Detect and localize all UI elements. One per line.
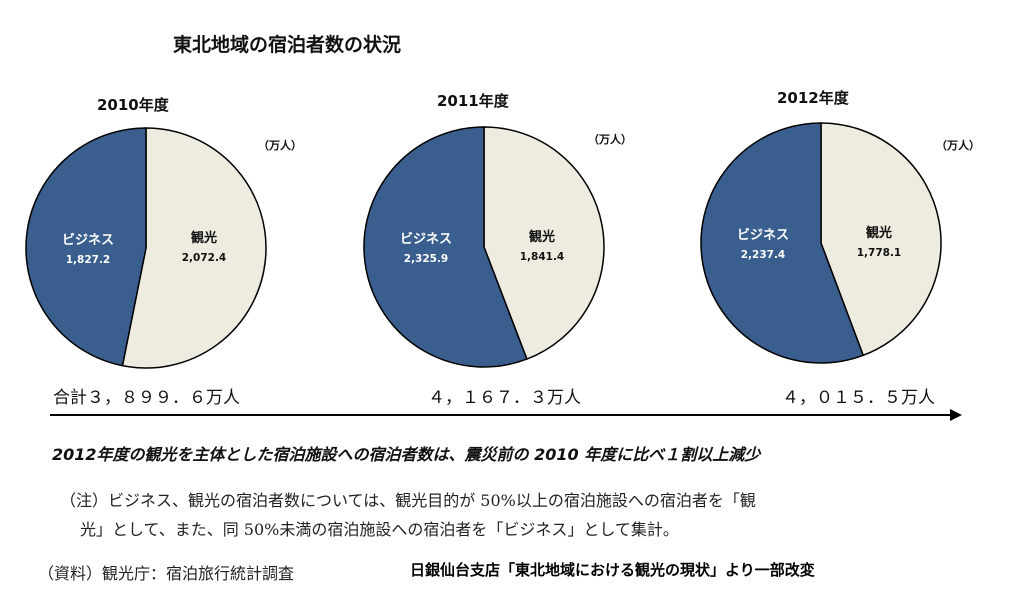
slice-value-tourism: 2,072.4 xyxy=(182,252,227,264)
slice-value-tourism: 1,841.4 xyxy=(520,251,565,263)
main-title: 東北地域の宿泊者数の状況 xyxy=(173,34,402,56)
slice-value-business: 2,325.9 xyxy=(404,253,449,265)
year-label-2010: 2010年度 xyxy=(97,96,169,114)
year-label-2012: 2012年度 xyxy=(777,89,849,107)
pie-slice-tourism xyxy=(483,126,605,361)
unit-label-2010: （万人） xyxy=(258,139,302,152)
unit-label-2012: （万人） xyxy=(936,139,980,152)
pie-slice-tourism xyxy=(121,127,267,369)
source-text: （資料）観光庁：宿泊旅行統計調査 xyxy=(38,564,295,583)
total-2010: 合計３，８９９．６万人 xyxy=(53,388,240,408)
note-text: （注）ビジネス、観光の宿泊者数については、観光目的が 50%以上の宿泊施設への宿… xyxy=(60,486,756,544)
pie-2011: ビジネス 2,325.9 観光 1,841.4 xyxy=(363,126,605,368)
pie-2010: ビジネス 1,827.2 観光 2,072.4 xyxy=(25,127,267,369)
slice-label-tourism: 観光 xyxy=(865,225,892,241)
slice-value-tourism: 1,778.1 xyxy=(857,247,902,259)
pie-slice-business xyxy=(700,122,865,364)
total-2011: ４，１６７．３万人 xyxy=(428,388,581,408)
timeline-arrow xyxy=(50,409,962,421)
slice-label-tourism: 観光 xyxy=(190,230,217,246)
slice-label-business: ビジネス xyxy=(400,231,452,247)
note-line-2: 光」として、また、同 50%未満の宿泊施設への宿泊者を「ビジネス」として集計。 xyxy=(80,520,679,539)
note-line-1: （注）ビジネス、観光の宿泊者数については、観光目的が 50%以上の宿泊施設への宿… xyxy=(60,491,756,510)
pie-2012: ビジネス 2,237.4 観光 1,778.1 xyxy=(700,122,942,364)
slice-value-business: 1,827.2 xyxy=(66,254,111,266)
slice-label-tourism: 観光 xyxy=(528,229,555,245)
year-label-2011: 2011年度 xyxy=(437,92,509,110)
slice-label-business: ビジネス xyxy=(737,227,789,243)
pie-slice-business xyxy=(363,126,528,368)
conclusion-text: 2012年度の観光を主体とした宿泊施設への宿泊者数は、震災前の 2010 年度に… xyxy=(52,445,761,464)
pie-slice-business xyxy=(25,127,147,367)
slice-label-business: ビジネス xyxy=(62,232,114,248)
pie-slice-tourism xyxy=(820,122,942,357)
slice-value-business: 2,237.4 xyxy=(741,249,786,261)
total-2012: ４，０１５．５万人 xyxy=(782,388,935,408)
credit-text: 日銀仙台支店「東北地域における観光の現状」より一部改変 xyxy=(410,561,815,579)
unit-label-2011: （万人） xyxy=(588,133,632,146)
